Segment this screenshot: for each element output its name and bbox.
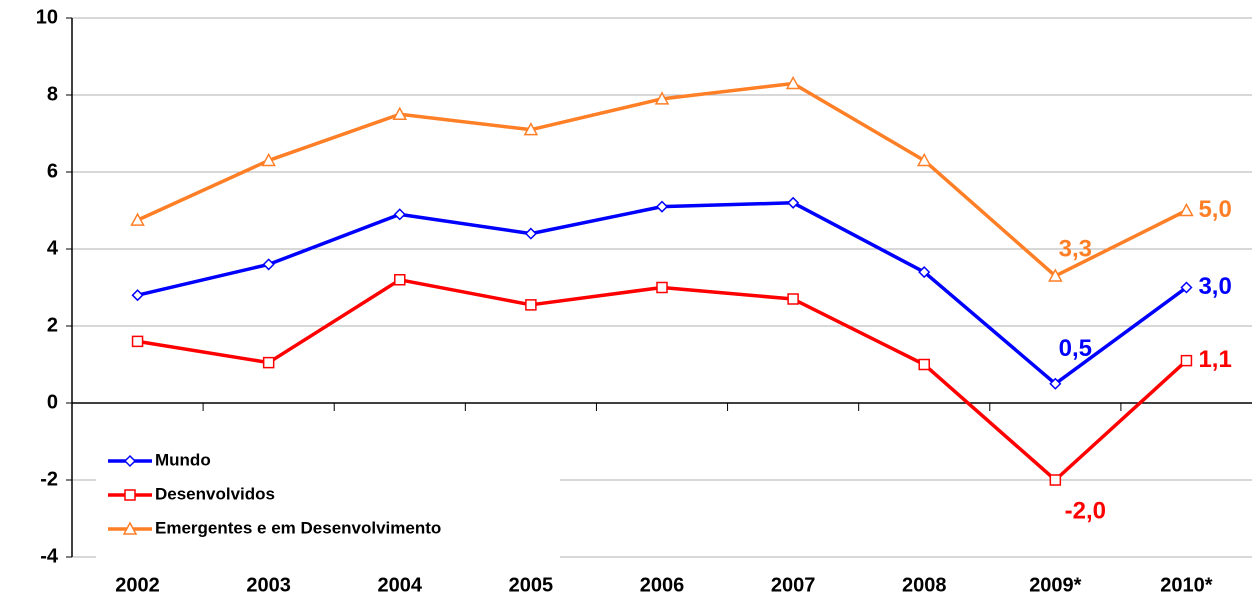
marker (130, 212, 145, 226)
y-tick-label: 0 (47, 391, 58, 413)
value-label: 1,1 (1198, 346, 1231, 373)
marker (655, 200, 669, 213)
marker (785, 75, 801, 90)
x-tick-label: 2004 (378, 574, 423, 596)
marker (394, 274, 406, 286)
marker (392, 106, 408, 120)
x-tick-label: 2010* (1160, 574, 1212, 596)
x-tick-label: 2007 (771, 574, 816, 596)
marker (918, 358, 930, 371)
marker (393, 208, 406, 221)
y-tick-label: -2 (40, 468, 58, 490)
x-tick-label: 2008 (902, 574, 947, 596)
marker (123, 454, 137, 468)
marker (261, 152, 276, 167)
marker (525, 299, 537, 311)
value-label: 0,5 (1059, 335, 1092, 362)
marker (1049, 377, 1062, 390)
marker (124, 489, 136, 501)
marker (1179, 202, 1194, 217)
legend-label: Mundo (155, 450, 211, 469)
marker (656, 281, 668, 294)
marker (131, 289, 144, 302)
value-label: 3,0 (1198, 273, 1231, 300)
y-tick-label: 2 (47, 314, 58, 336)
series-line (137, 201, 1188, 386)
x-tick-label: 2005 (509, 574, 554, 596)
legend: Mundo Desenvolvidos Emergentes e em Desenv… (96, 440, 560, 570)
legend-box (96, 440, 560, 570)
y-tick-label: 8 (47, 83, 58, 105)
x-tick-label: 2009* (1029, 574, 1081, 596)
value-label: 5,0 (1198, 196, 1231, 223)
x-tick-label: 2003 (246, 574, 291, 596)
y-tick-label: 4 (47, 237, 59, 259)
marker (1049, 474, 1062, 486)
marker (262, 356, 275, 369)
y-tick-label: -4 (40, 545, 59, 567)
marker (131, 335, 144, 348)
marker (1180, 281, 1193, 294)
marker (523, 122, 539, 136)
marker (916, 152, 932, 167)
marker (1180, 354, 1193, 367)
value-label: -2,0 (1065, 497, 1106, 524)
y-tick-label: 6 (47, 160, 58, 182)
legend-label: Desenvolvidos (155, 484, 275, 503)
marker (787, 196, 800, 209)
legend-label: Emergentes e em Desenvolvimento (155, 518, 441, 537)
marker (262, 258, 275, 271)
marker (787, 293, 799, 305)
x-tick-label: 2006 (640, 574, 685, 596)
y-tick-label: 10 (36, 6, 58, 28)
x-tick-label: 2002 (115, 574, 160, 596)
marker (918, 266, 931, 279)
series-line (136, 81, 1188, 278)
marker (524, 227, 537, 240)
marker (1048, 268, 1063, 282)
marker (122, 521, 138, 535)
marker (654, 91, 670, 105)
value-label: 3,3 (1059, 235, 1092, 262)
